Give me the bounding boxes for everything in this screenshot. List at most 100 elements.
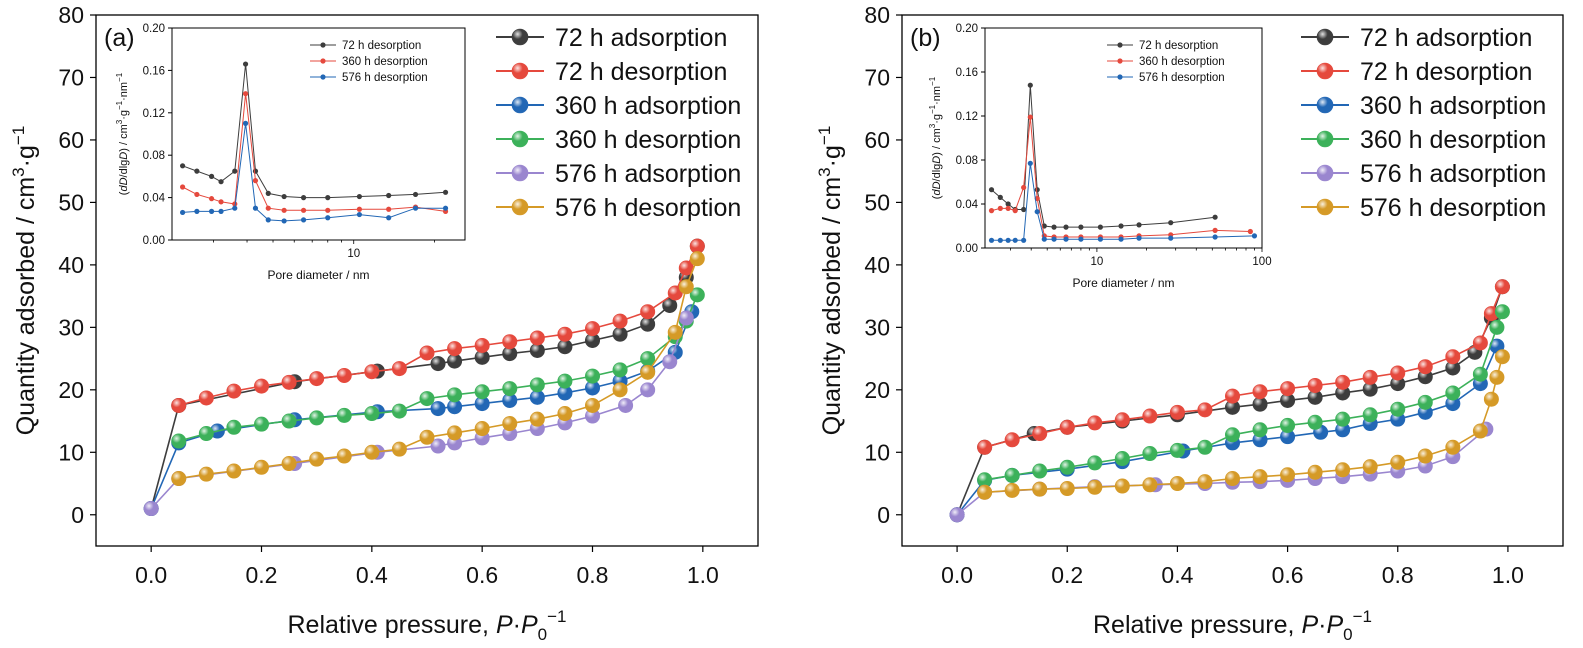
data-point xyxy=(1335,411,1351,427)
data-point xyxy=(1169,476,1185,492)
data-point xyxy=(1307,377,1323,393)
data-point xyxy=(1197,474,1213,490)
inset-frame xyxy=(984,27,1263,249)
data-point xyxy=(612,362,628,378)
legend: 72 h adsorption 72 h desorption 360 h adso… xyxy=(496,24,741,222)
inset-data-point xyxy=(442,205,449,211)
data-point xyxy=(612,382,628,398)
panel-b: 0 10 20 30 40 50 60 70 80 0.0 0.2 0.4 0.6 0.8 1.0 Relat… xyxy=(815,2,1564,644)
data-point xyxy=(1494,279,1510,295)
data-point xyxy=(1335,374,1351,390)
data-point xyxy=(1362,459,1378,475)
inset-data-point xyxy=(325,195,331,201)
inset-data-point xyxy=(412,191,419,198)
y-tick-label: 0 xyxy=(877,502,890,528)
data-point xyxy=(419,391,435,407)
inset-legend-label: 360 h desorption xyxy=(342,56,428,68)
data-point xyxy=(977,439,993,455)
data-point xyxy=(1142,477,1158,493)
inset-data-point xyxy=(179,209,186,216)
inset-data-point xyxy=(442,189,449,195)
inset-data-point xyxy=(1063,236,1069,242)
data-point xyxy=(391,403,407,419)
inset-data-point xyxy=(252,178,259,184)
inset-legend-marker xyxy=(1117,74,1123,80)
inset-y-tick-label: 0.08 xyxy=(956,155,978,167)
data-point xyxy=(474,337,490,353)
legend-marker xyxy=(511,28,529,46)
data-point xyxy=(529,377,545,393)
data-point xyxy=(640,304,656,320)
inset-data-point xyxy=(386,215,392,221)
data-point xyxy=(1472,423,1488,439)
plot-frame xyxy=(95,14,759,547)
data-point xyxy=(678,310,694,326)
data-point xyxy=(364,406,380,422)
inset-y-tick-label: 0.12 xyxy=(956,111,978,123)
data-point xyxy=(1087,455,1103,471)
inset-data-point xyxy=(997,194,1003,200)
data-point xyxy=(419,345,435,361)
legend-marker xyxy=(511,96,529,114)
legend-marker xyxy=(511,62,529,80)
data-point xyxy=(557,373,573,389)
inset-data-point xyxy=(997,205,1003,211)
data-point xyxy=(1142,446,1158,462)
y-tick-label: 50 xyxy=(864,189,890,215)
data-point xyxy=(557,326,573,342)
inset-data-point xyxy=(1021,184,1027,191)
x-tick-label: 0.4 xyxy=(1161,562,1193,588)
legend-marker xyxy=(1316,96,1334,114)
data-point xyxy=(1114,451,1130,467)
inset-data-point xyxy=(412,205,419,211)
data-point xyxy=(1059,459,1075,475)
inset-data-point xyxy=(988,237,995,243)
data-point xyxy=(254,459,270,475)
inset-data-point xyxy=(1027,114,1033,120)
inset-legend-label: 576 h desorption xyxy=(1139,72,1225,84)
legend-label: 72 h adsorption xyxy=(1360,24,1532,52)
inset-y-tick-label: 0.12 xyxy=(143,108,165,120)
inset-data-point xyxy=(281,218,287,224)
inset-data-point xyxy=(218,199,224,205)
y-tick-label: 60 xyxy=(864,127,890,153)
legend-label: 360 h adsorption xyxy=(1360,92,1546,120)
x-tick-label: 0.2 xyxy=(1051,562,1083,588)
inset-data-point xyxy=(242,61,249,67)
y-tick-label: 10 xyxy=(58,439,84,465)
data-point xyxy=(226,463,242,479)
legend-label: 360 h desorption xyxy=(555,126,741,154)
data-point xyxy=(1225,471,1241,487)
inset-data-point xyxy=(1097,224,1103,230)
data-point xyxy=(1225,427,1241,443)
data-point xyxy=(502,416,518,432)
data-point xyxy=(529,330,545,346)
y-tick-label: 40 xyxy=(58,252,84,278)
inset-data-point xyxy=(1097,236,1103,242)
data-point xyxy=(430,438,446,454)
inset-legend-marker xyxy=(320,74,326,80)
y-tick-label: 60 xyxy=(58,127,84,153)
y-axis-label: Quantity adsorbed / cm3·g−1 xyxy=(9,126,40,436)
inset-series-2 xyxy=(988,160,1258,243)
data-point xyxy=(364,444,380,460)
inset-x-axis-label: Pore diameter / nm xyxy=(267,268,369,282)
data-point xyxy=(667,324,683,340)
y-tick-label: 30 xyxy=(864,314,890,340)
inset-series-1 xyxy=(179,91,449,214)
data-point xyxy=(474,384,490,400)
inset-data-point xyxy=(194,168,200,174)
data-point xyxy=(1390,365,1406,381)
inset-data-point xyxy=(232,201,238,207)
data-point xyxy=(1169,442,1185,458)
data-point xyxy=(1445,349,1461,365)
inset-y-tick-label: 0.00 xyxy=(143,235,165,247)
legend-marker xyxy=(1316,164,1334,182)
data-point xyxy=(1225,388,1241,404)
data-point xyxy=(1197,402,1213,418)
data-point xyxy=(1197,439,1213,455)
x-tick-label: 1.0 xyxy=(1492,562,1524,588)
x-tick-label: 0.4 xyxy=(356,562,388,588)
data-point xyxy=(198,466,214,482)
